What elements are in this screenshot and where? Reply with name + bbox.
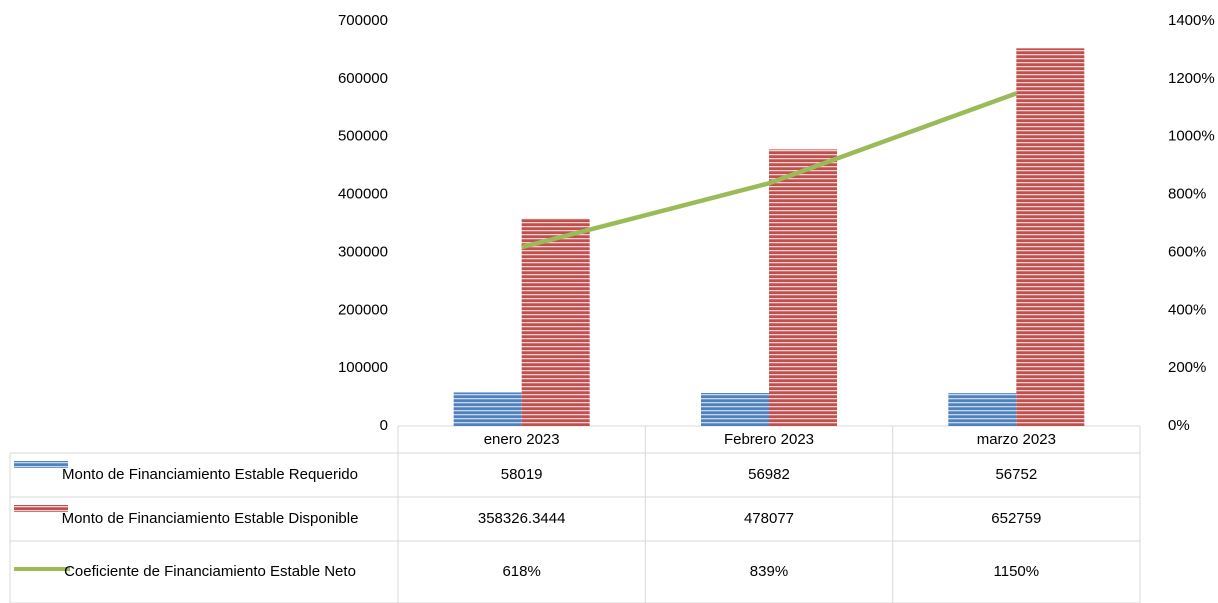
- y2-tick-label: 200%: [1168, 359, 1206, 376]
- legend-label: Monto de Financiamiento Estable Disponib…: [61, 510, 359, 527]
- line: [521, 91, 1018, 250]
- bar: [701, 393, 769, 426]
- table-value: 1150%: [993, 563, 1040, 580]
- category-label: enero 2023: [483, 430, 560, 448]
- table-value: 56982: [748, 466, 790, 483]
- y-tick-label: 300000: [338, 243, 388, 260]
- y-tick-label: 700000: [338, 12, 388, 29]
- y-tick-label: 100000: [338, 359, 388, 376]
- legend-key: [14, 461, 68, 468]
- category-label: marzo 2023: [976, 430, 1056, 448]
- bar: [521, 218, 590, 426]
- y2-tick-label: 1200%: [1168, 70, 1215, 87]
- y-tick-label: 600000: [338, 70, 388, 87]
- bar: [948, 393, 1017, 426]
- table-value: 56752: [995, 466, 1038, 483]
- y-tick-label: 200000: [338, 301, 388, 318]
- y-tick-label: 500000: [338, 128, 388, 145]
- table-value: 478077: [743, 510, 795, 527]
- y-tick-label: 0: [380, 417, 388, 434]
- legend-label: Coeficiente de Financiamiento Estable Ne…: [64, 563, 356, 580]
- y2-tick-label: 1000%: [1168, 128, 1215, 145]
- y-tick-label: 400000: [338, 186, 388, 203]
- bar: [769, 149, 837, 426]
- bar: [453, 392, 522, 426]
- bar: [1016, 48, 1085, 426]
- table-value: 618%: [502, 563, 541, 580]
- table-value: 358326.3444: [477, 510, 566, 527]
- table-value: 652759: [991, 510, 1042, 527]
- category-label: Febrero 2023: [723, 430, 815, 448]
- y2-tick-label: 1400%: [1168, 12, 1215, 29]
- y2-tick-label: 0%: [1168, 417, 1190, 434]
- y2-tick-label: 800%: [1168, 186, 1206, 203]
- table-value: 58019: [500, 466, 543, 483]
- table-value: 839%: [749, 563, 789, 580]
- y2-tick-label: 600%: [1168, 243, 1206, 260]
- y2-tick-label: 400%: [1168, 301, 1206, 318]
- legend-label: Monto de Financiamiento Estable Requerid…: [61, 466, 358, 483]
- legend-key: [14, 505, 68, 512]
